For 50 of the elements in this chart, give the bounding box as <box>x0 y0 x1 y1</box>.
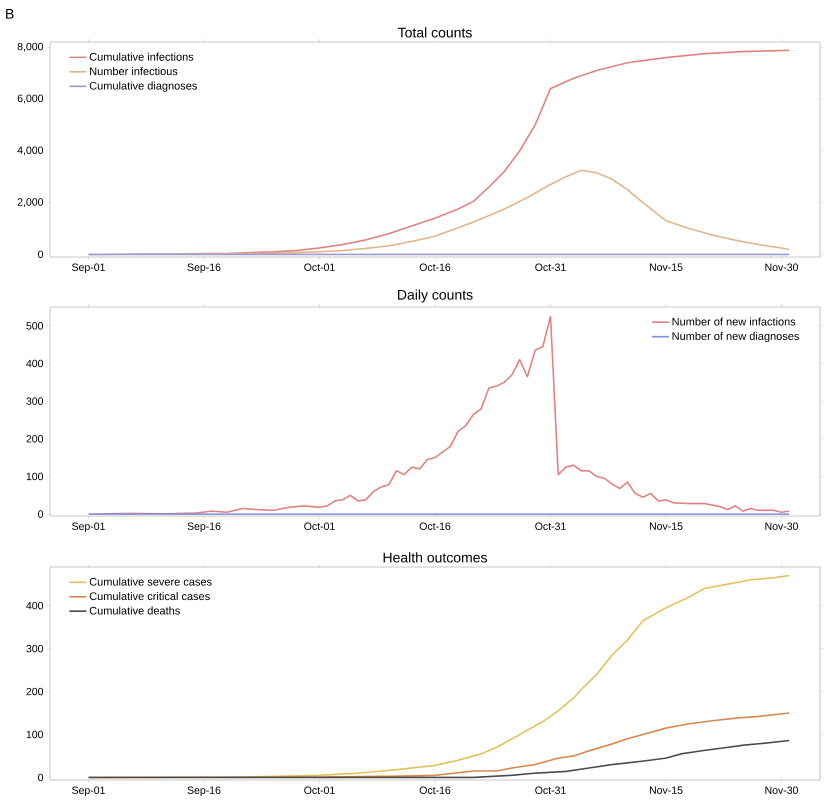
legend-label: Number of new infactions <box>672 317 796 326</box>
y-tick-label: 200 <box>26 435 44 443</box>
legend-label: Cumulative deaths <box>90 606 180 615</box>
x-tick-label: Oct-16 <box>420 522 450 530</box>
legend-label: Number of new diagnoses <box>672 332 800 342</box>
chart-title: Total counts <box>398 27 472 38</box>
chart-title: Health outcomes <box>384 552 488 563</box>
x-tick-label: Sep-01 <box>72 522 105 532</box>
x-tick-label: Oct-31 <box>535 522 566 530</box>
legend-label: Cumulative critical cases <box>90 592 210 600</box>
x-tick-label: Sep-01 <box>72 786 105 796</box>
y-tick-label: 200 <box>26 688 44 696</box>
y-tick-label: 500 <box>26 322 44 330</box>
legend-label: Cumulative diagnoses <box>90 82 197 92</box>
chart-title: Daily counts <box>398 289 473 303</box>
y-tick-label: 100 <box>26 730 44 738</box>
x-tick-label: Nov-30 <box>765 264 798 271</box>
x-tick-label: Nov-30 <box>765 786 798 794</box>
y-tick-label: 0 <box>38 774 44 782</box>
x-tick-label: Sep-16 <box>188 522 220 532</box>
legend-label: Number infectious <box>90 67 178 76</box>
x-tick-label: Sep-16 <box>188 786 220 796</box>
legend-label: Cumulative severe cases <box>90 578 212 586</box>
x-tick-label: Nov-15 <box>650 786 682 794</box>
x-tick-label: Oct-16 <box>420 264 450 271</box>
y-tick-label: 8,000 <box>18 42 44 52</box>
line-series <box>88 740 790 778</box>
legend-label: Cumulative infections <box>90 52 194 61</box>
y-tick-label: 0 <box>38 250 44 258</box>
x-tick-label: Oct-16 <box>420 786 450 794</box>
x-tick-label: Nov-15 <box>650 522 682 530</box>
y-tick-label: 0 <box>38 510 44 518</box>
y-tick-label: 300 <box>26 644 44 652</box>
y-tick-label: 2,000 <box>18 198 44 207</box>
x-tick-label: Sep-01 <box>72 264 105 274</box>
x-tick-label: Oct-31 <box>535 264 566 271</box>
text: B <box>6 8 14 19</box>
y-tick-label: 100 <box>26 472 44 480</box>
x-tick-label: Nov-30 <box>765 522 798 530</box>
x-tick-label: Nov-15 <box>650 264 682 271</box>
y-tick-label: 400 <box>26 360 44 368</box>
x-tick-label: Oct-31 <box>535 786 566 794</box>
y-tick-label: 4,000 <box>17 146 44 156</box>
y-tick-label: 6,000 <box>18 94 44 104</box>
x-tick-label: Sep-16 <box>188 264 220 274</box>
x-tick-label: Oct-01 <box>304 264 335 271</box>
y-tick-label: 400 <box>26 602 44 610</box>
y-tick-label: 300 <box>26 397 44 405</box>
x-tick-label: Oct-01 <box>304 522 335 530</box>
x-tick-label: Oct-01 <box>304 786 335 794</box>
